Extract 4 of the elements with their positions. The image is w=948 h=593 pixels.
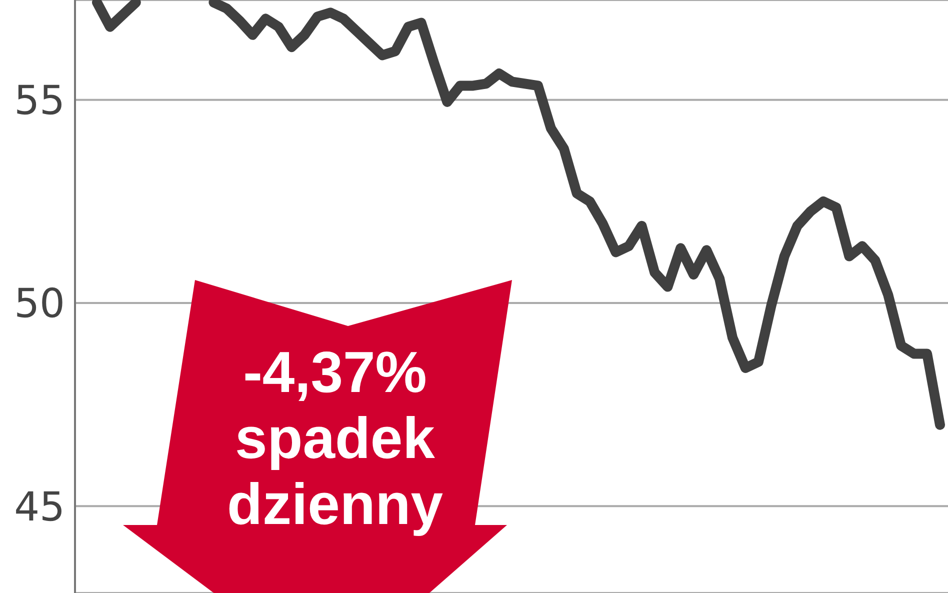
y-tick-label: 50 bbox=[14, 281, 65, 328]
annotation: -4,37% spadek dzienny bbox=[226, 340, 444, 538]
y-tick-label: 45 bbox=[14, 484, 65, 530]
y-tick-label: 55 bbox=[14, 78, 65, 124]
